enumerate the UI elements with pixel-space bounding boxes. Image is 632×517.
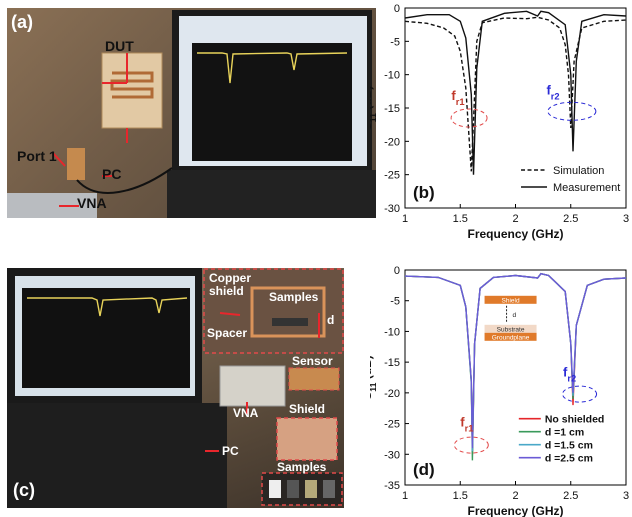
dut-label: DUT xyxy=(105,38,134,54)
photo-c-illustration xyxy=(7,268,344,508)
vna-trace xyxy=(197,52,348,84)
sample-4 xyxy=(323,480,335,498)
legend-label: Measurement xyxy=(553,182,620,194)
x-tick-label: 1.5 xyxy=(453,213,468,225)
panel-label: (d) xyxy=(413,460,435,479)
copper-box xyxy=(250,286,326,338)
legend-label: d =1.5 cm xyxy=(545,440,593,452)
vna-box xyxy=(7,193,97,218)
d-label: d xyxy=(327,313,335,327)
fr1-ellipse xyxy=(453,436,489,454)
vna2-plot-window xyxy=(22,288,190,388)
chart-d: 1 1.5 2 2.5 3 0 -5 -10 -15 -20 -25 -30 -35 Frequency … xyxy=(370,265,629,517)
vna2-trace xyxy=(27,297,188,317)
legend-label: d =2.5 cm xyxy=(545,453,593,465)
legend-label: Simulation xyxy=(553,165,604,177)
x-tick-label: 2 xyxy=(512,490,518,502)
x-tick-label: 1 xyxy=(402,213,408,225)
panel-a-label: (a) xyxy=(11,12,33,32)
series-line-d-=2.5-cm xyxy=(405,272,626,449)
vna-label: VNA xyxy=(77,195,107,211)
port1-label: Port 1 xyxy=(17,148,57,164)
inset-shield-bar xyxy=(484,295,537,304)
pc-label: PC xyxy=(102,166,122,182)
x-tick-label: 2.5 xyxy=(563,490,578,502)
laptop-keyboard xyxy=(167,170,376,218)
plot-frame xyxy=(404,269,627,486)
sample-1 xyxy=(269,480,281,498)
panel-label: (b) xyxy=(413,183,435,202)
port1-connector xyxy=(67,148,85,180)
x-axis-label: Frequency (GHz) xyxy=(467,227,563,241)
inset-ground-bar xyxy=(484,332,537,341)
samples-top-label: Samples xyxy=(269,290,319,304)
copper-shield-label: Copper shield xyxy=(209,271,251,298)
y-tick-label: -20 xyxy=(384,136,400,148)
y-tick-label: 0 xyxy=(394,3,400,15)
sensor-label: Sensor xyxy=(292,354,333,368)
photo-panel-c: (c) Copper shield Samples d Spacer Senso… xyxy=(7,268,344,508)
x-tick-label: 2.5 xyxy=(563,213,578,225)
inset-shield-text: Shield xyxy=(502,297,520,304)
chart-b: 1 1.5 2 2.5 3 0 -5 -10 -15 -20 -25 -30 Frequency (GH… xyxy=(370,3,629,241)
vna-cable xyxy=(76,167,173,194)
vna-plot-window xyxy=(192,43,352,161)
y-tick-label: -35 xyxy=(384,480,400,492)
y-axis-label: S11 (dB) xyxy=(370,86,378,130)
series-line-simulation xyxy=(405,16,626,172)
sample-3 xyxy=(305,480,317,498)
spacer-label: Spacer xyxy=(207,326,248,340)
x-tick-label: 2 xyxy=(512,213,518,225)
y-tick-label: 0 xyxy=(394,265,400,277)
y-tick-label: -30 xyxy=(384,449,400,461)
y-tick-label: -10 xyxy=(384,70,400,82)
photo-a-illustration xyxy=(7,10,376,218)
samples-bottom-label: Samples xyxy=(277,460,327,474)
y-axis-label: S11 (dB) xyxy=(370,355,378,399)
dut-meander xyxy=(110,71,154,99)
inset-substrate-bar xyxy=(484,324,537,333)
y-axis-label-group: S11 (dB) xyxy=(370,355,378,399)
photo-panel-a: (a) DUT Port 1 PC VNA xyxy=(7,8,376,218)
fr1-ellipse xyxy=(450,108,488,128)
sensor-inset xyxy=(288,367,340,391)
plot-frame xyxy=(404,7,627,209)
inset-copper-shield xyxy=(203,268,344,354)
sample-piece xyxy=(272,318,308,326)
inset-ground-text: Groundplane xyxy=(492,334,530,341)
inset-d-text: d xyxy=(513,312,517,319)
panel-c-label: (c) xyxy=(13,480,35,500)
y-tick-label: -30 xyxy=(384,203,400,215)
y-tick-label: -15 xyxy=(384,357,400,369)
x-tick-label: 1.5 xyxy=(453,490,468,502)
series-line-measurement xyxy=(405,10,626,175)
shield-c-label: Shield xyxy=(289,402,326,416)
y-tick-label: -25 xyxy=(384,419,400,431)
vna-c-label: VNA xyxy=(233,406,259,420)
y-tick-label: -5 xyxy=(390,36,400,48)
y-tick-label: -5 xyxy=(390,296,400,308)
sample-2 xyxy=(287,480,299,498)
x-tick-label: 3 xyxy=(623,213,629,225)
x-axis-label: Frequency (GHz) xyxy=(467,504,563,517)
laptop2-keyboard xyxy=(7,403,227,508)
inset-substrate-text: Substrate xyxy=(497,326,525,333)
legend-label: d =1 cm xyxy=(545,427,584,439)
x-tick-label: 3 xyxy=(623,490,629,502)
y-tick-label: -10 xyxy=(384,326,400,338)
x-tick-label: 1 xyxy=(402,490,408,502)
pc-c-label: PC xyxy=(222,444,239,458)
shield-inset xyxy=(276,417,338,461)
vna-device xyxy=(219,365,286,407)
fr2-ellipse xyxy=(562,385,598,403)
y-tick-label: -15 xyxy=(384,103,400,115)
y-axis-label-group: S11 (dB) xyxy=(370,86,378,130)
fr2-ellipse xyxy=(547,101,597,121)
legend-label: No shielded xyxy=(545,414,605,426)
y-tick-label: -25 xyxy=(384,170,400,182)
y-tick-label: -20 xyxy=(384,388,400,400)
